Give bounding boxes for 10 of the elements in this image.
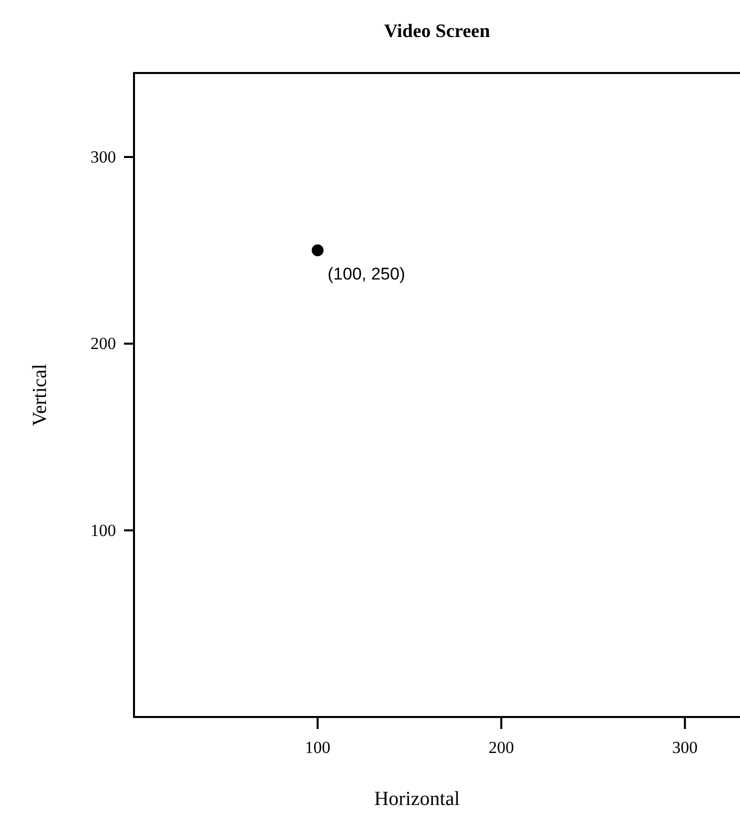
y-tick-label: 100	[90, 520, 116, 540]
y-axis-title: Vertical	[29, 363, 51, 426]
y-tick-label: 200	[90, 334, 116, 354]
x-tick-label: 100	[304, 738, 330, 758]
y-tick-label: 300	[90, 147, 116, 166]
chart-title: Video Screen	[384, 21, 490, 42]
x-tick-label: 200	[488, 738, 514, 758]
x-tick-label: 300	[672, 738, 698, 758]
x-axis-title: Horizontal	[374, 788, 460, 810]
annotation: (100, 250)	[328, 264, 406, 284]
